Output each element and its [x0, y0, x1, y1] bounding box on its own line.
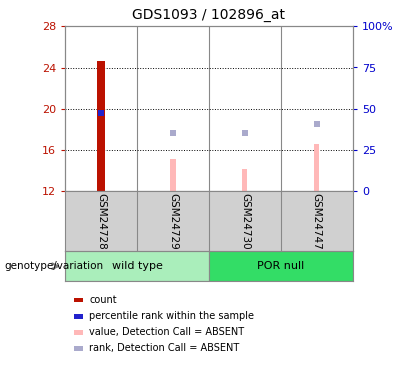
Text: GSM24729: GSM24729	[168, 193, 178, 250]
Text: POR null: POR null	[257, 261, 304, 271]
Bar	[171, 159, 176, 191]
Text: percentile rank within the sample: percentile rank within the sample	[89, 311, 254, 321]
Bar	[65, 251, 209, 281]
Text: genotype/variation: genotype/variation	[4, 261, 103, 271]
Text: GSM24728: GSM24728	[96, 193, 106, 250]
Text: value, Detection Call = ABSENT: value, Detection Call = ABSENT	[89, 327, 244, 337]
Text: count: count	[89, 295, 117, 305]
Text: wild type: wild type	[112, 261, 163, 271]
Text: GSM24747: GSM24747	[312, 193, 322, 250]
Text: rank, Detection Call = ABSENT: rank, Detection Call = ABSENT	[89, 344, 239, 353]
Bar	[242, 169, 247, 191]
Bar	[209, 251, 353, 281]
Bar	[314, 144, 319, 191]
Bar	[97, 61, 105, 191]
Text: GSM24730: GSM24730	[240, 193, 250, 250]
Title: GDS1093 / 102896_at: GDS1093 / 102896_at	[132, 9, 286, 22]
